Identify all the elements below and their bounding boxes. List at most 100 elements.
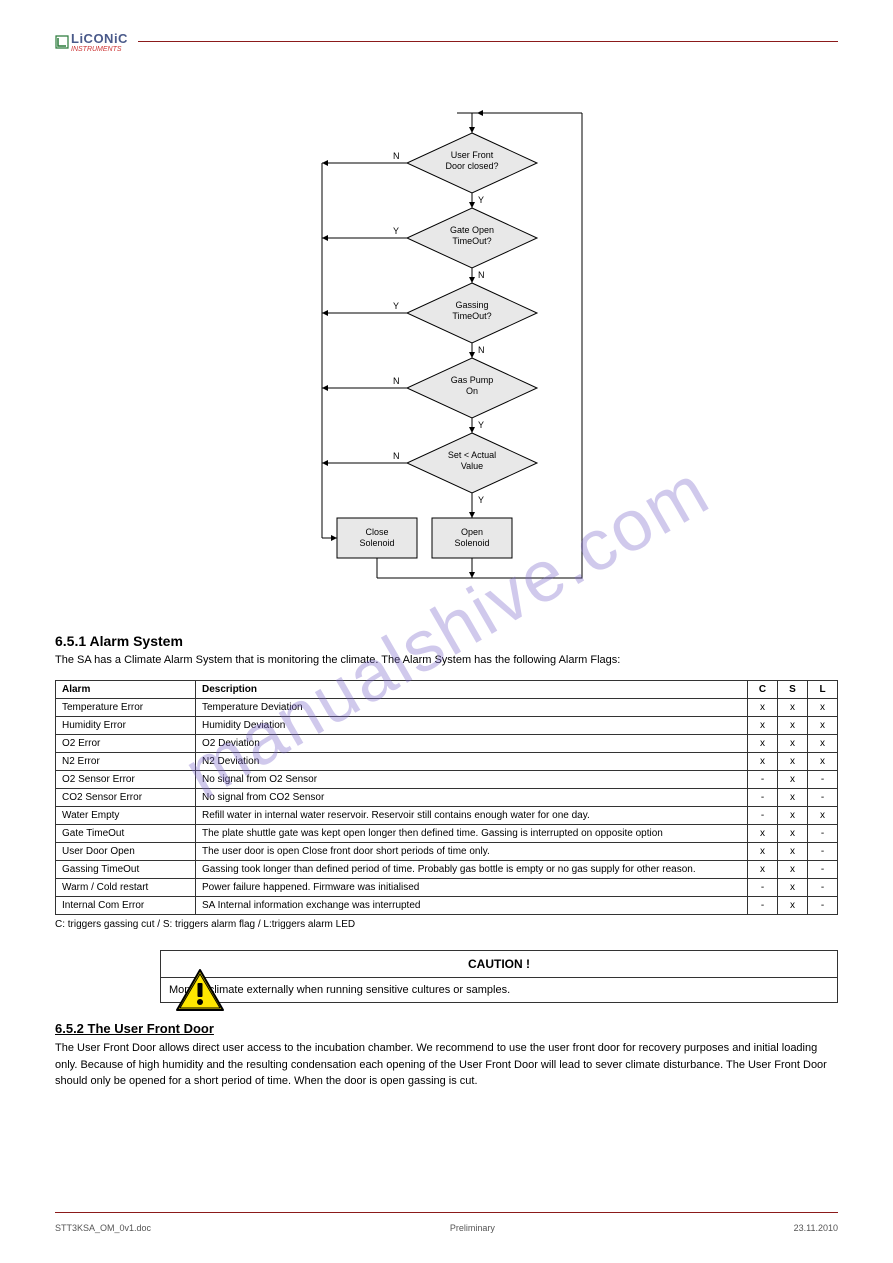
table-cell: -: [748, 771, 778, 789]
logo-subtext: INSTRUMENTS: [71, 46, 128, 53]
th-l: L: [808, 681, 838, 699]
table-cell: Temperature Deviation: [196, 699, 748, 717]
svg-text:N: N: [393, 376, 400, 386]
svg-text:Set < Actual: Set < Actual: [447, 450, 495, 460]
table-cell: -: [808, 825, 838, 843]
table-cell: x: [778, 753, 808, 771]
table-cell: x: [778, 771, 808, 789]
table-legend: C: triggers gassing cut / S: triggers al…: [55, 919, 838, 930]
svg-text:N: N: [478, 345, 485, 355]
svg-text:On: On: [465, 386, 477, 396]
table-cell: Water Empty: [56, 807, 196, 825]
svg-text:Close: Close: [365, 527, 388, 537]
logo: LiCONiC INSTRUMENTS: [55, 30, 128, 53]
table-cell: Gassing took longer than defined period …: [196, 861, 748, 879]
table-row: User Door OpenThe user door is open Clos…: [56, 843, 838, 861]
table-cell: x: [778, 897, 808, 915]
table-cell: x: [778, 843, 808, 861]
table-row: Internal Com ErrorSA Internal informatio…: [56, 897, 838, 915]
table-row: Humidity ErrorHumidity Deviationxxx: [56, 717, 838, 735]
svg-text:TimeOut?: TimeOut?: [452, 236, 491, 246]
table-cell: Internal Com Error: [56, 897, 196, 915]
table-cell: x: [748, 861, 778, 879]
table-cell: x: [748, 825, 778, 843]
table-cell: -: [808, 879, 838, 897]
svg-text:Door closed?: Door closed?: [445, 161, 498, 171]
caution-text: Monitor climate externally when running …: [161, 978, 838, 1003]
svg-text:Y: Y: [478, 420, 484, 430]
table-cell: CO2 Sensor Error: [56, 789, 196, 807]
caution-title: CAUTION !: [161, 951, 838, 978]
svg-text:Gate Open: Gate Open: [449, 225, 493, 235]
table-cell: N2 Error: [56, 753, 196, 771]
footer-left: STT3KSA_OM_0v1.doc: [55, 1223, 151, 1233]
table-cell: x: [748, 753, 778, 771]
table-cell: x: [748, 843, 778, 861]
table-cell: -: [808, 843, 838, 861]
svg-text:Value: Value: [460, 461, 482, 471]
table-cell: User Door Open: [56, 843, 196, 861]
table-cell: Gassing TimeOut: [56, 861, 196, 879]
table-cell: x: [778, 735, 808, 753]
table-row: Gate TimeOutThe plate shuttle gate was k…: [56, 825, 838, 843]
table-cell: -: [808, 771, 838, 789]
table-cell: O2 Sensor Error: [56, 771, 196, 789]
table-cell: x: [808, 807, 838, 825]
table-row: O2 Sensor ErrorNo signal from O2 Sensor-…: [56, 771, 838, 789]
svg-text:Gas Pump: Gas Pump: [450, 375, 493, 385]
table-cell: x: [808, 753, 838, 771]
table-cell: The plate shuttle gate was kept open lon…: [196, 825, 748, 843]
table-cell: O2 Error: [56, 735, 196, 753]
svg-text:N: N: [393, 451, 400, 461]
table-cell: x: [778, 825, 808, 843]
table-row: O2 ErrorO2 Deviationxxx: [56, 735, 838, 753]
table-cell: x: [808, 735, 838, 753]
table-cell: -: [748, 789, 778, 807]
alarm-table: Alarm Description C S L Temperature Erro…: [55, 680, 838, 915]
logo-text: LiCONiC: [71, 31, 128, 46]
user-door-section-text: The User Front Door allows direct user a…: [55, 1040, 838, 1090]
svg-text:Y: Y: [393, 301, 399, 311]
table-cell: x: [778, 807, 808, 825]
user-door-section-title: 6.5.2 The User Front Door: [55, 1021, 838, 1036]
table-cell: Power failure happened. Firmware was ini…: [196, 879, 748, 897]
footer-center: Preliminary: [450, 1223, 495, 1233]
table-cell: -: [748, 879, 778, 897]
table-cell: Humidity Error: [56, 717, 196, 735]
footer-divider: [55, 1212, 838, 1213]
svg-text:Solenoid: Solenoid: [454, 538, 489, 548]
table-cell: -: [808, 897, 838, 915]
th-description: Description: [196, 681, 748, 699]
svg-text:Y: Y: [393, 226, 399, 236]
caution-box: CAUTION ! Monitor climate externally whe…: [160, 950, 838, 1003]
table-cell: x: [778, 861, 808, 879]
table-cell: x: [748, 717, 778, 735]
table-cell: Warm / Cold restart: [56, 879, 196, 897]
page-footer: STT3KSA_OM_0v1.doc Preliminary 23.11.201…: [55, 1223, 838, 1233]
table-header-row: Alarm Description C S L: [56, 681, 838, 699]
svg-text:User Front: User Front: [450, 150, 493, 160]
table-row: Warm / Cold restartPower failure happene…: [56, 879, 838, 897]
footer-right: 23.11.2010: [794, 1223, 838, 1233]
table-cell: x: [778, 789, 808, 807]
alarm-section-title: 6.5.1 Alarm System: [55, 633, 838, 649]
table-cell: x: [748, 699, 778, 717]
table-cell: -: [748, 897, 778, 915]
table-cell: Humidity Deviation: [196, 717, 748, 735]
table-cell: x: [808, 699, 838, 717]
svg-text:Y: Y: [478, 495, 484, 505]
table-cell: x: [778, 699, 808, 717]
svg-text:N: N: [478, 270, 485, 280]
table-cell: x: [748, 735, 778, 753]
table-cell: N2 Deviation: [196, 753, 748, 771]
svg-text:TimeOut?: TimeOut?: [452, 311, 491, 321]
svg-text:Y: Y: [478, 195, 484, 205]
th-s: S: [778, 681, 808, 699]
table-cell: The user door is open Close front door s…: [196, 843, 748, 861]
table-row: N2 ErrorN2 Deviationxxx: [56, 753, 838, 771]
table-cell: No signal from O2 Sensor: [196, 771, 748, 789]
table-cell: No signal from CO2 Sensor: [196, 789, 748, 807]
th-c: C: [748, 681, 778, 699]
table-cell: x: [808, 717, 838, 735]
th-alarm: Alarm: [56, 681, 196, 699]
